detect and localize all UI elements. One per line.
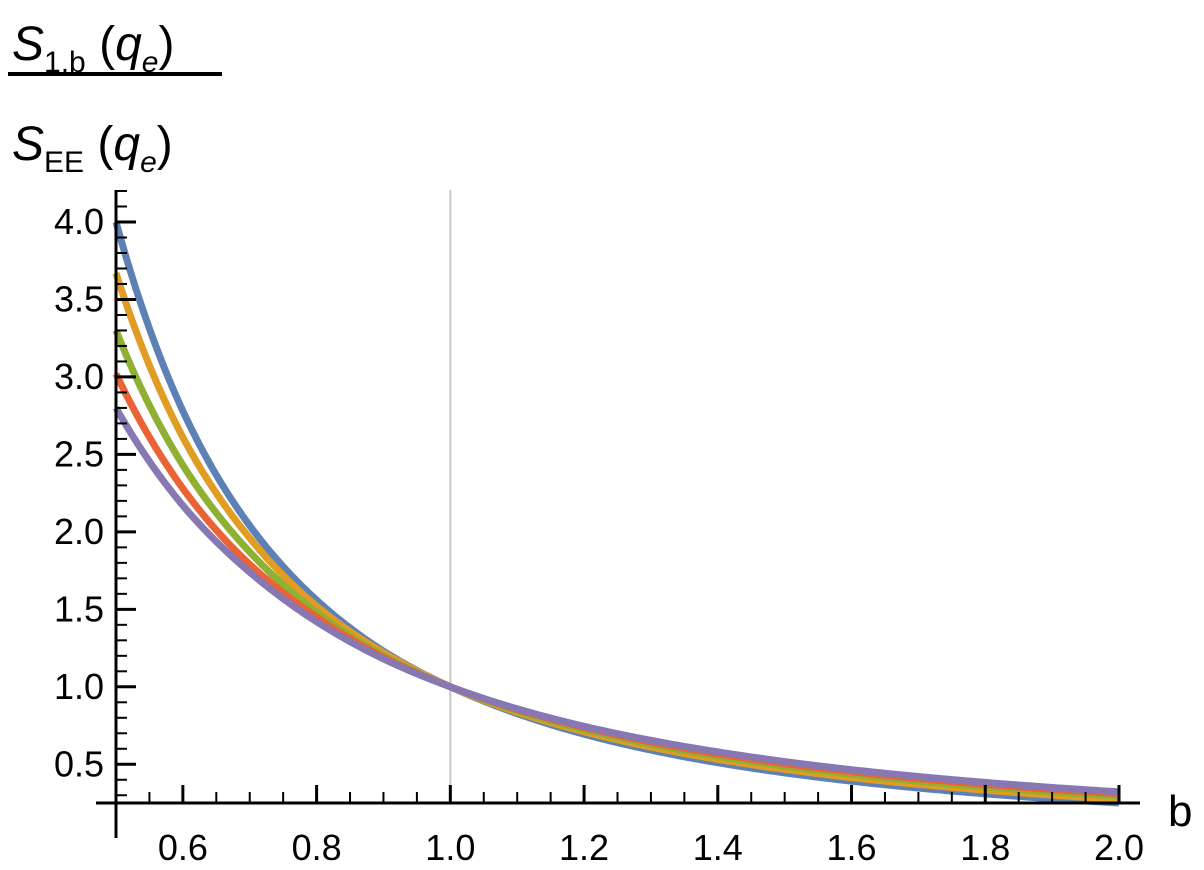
x-tick-label: 1.8 — [960, 827, 1010, 868]
y-tick-label: 1.0 — [54, 666, 104, 707]
x-tick-label: 1.6 — [827, 827, 877, 868]
y-label-denominator: SEE (qe) — [12, 118, 173, 179]
x-tick-label: 1.0 — [425, 827, 475, 868]
y-tick-label: 3.5 — [54, 278, 104, 319]
y-tick-label: 1.5 — [54, 588, 104, 629]
x-axis-label: b — [1168, 787, 1192, 836]
series-line-2 — [112, 272, 1120, 803]
x-tick-label: 2.0 — [1094, 827, 1144, 868]
series-line-3 — [112, 329, 1120, 800]
y-tick-label: 2.5 — [54, 433, 104, 474]
y-tick-label: 2.0 — [54, 511, 104, 552]
y-tick-label: 3.0 — [54, 356, 104, 397]
x-tick-label: 1.4 — [693, 827, 743, 868]
series-group — [112, 221, 1120, 807]
y-axis-label: S1,b (qe) SEE (qe) — [8, 18, 222, 179]
y-label-numerator: S1,b (qe) — [12, 18, 174, 79]
x-tick-label: 0.6 — [158, 827, 208, 868]
ticks-group: 0.6 0.8 1.0 1.2 1.4 1.6 1.8 2.0 0.5 1.0 1.5 2.0 2.5 3… — [54, 190, 1144, 868]
x-tick-label: 1.2 — [559, 827, 609, 868]
series-line-1 — [112, 221, 1120, 807]
x-tick-label: 0.8 — [292, 827, 342, 868]
y-tick-label: 4.0 — [54, 201, 104, 242]
y-tick-label: 0.5 — [54, 743, 104, 784]
series-line-5 — [112, 406, 1120, 796]
